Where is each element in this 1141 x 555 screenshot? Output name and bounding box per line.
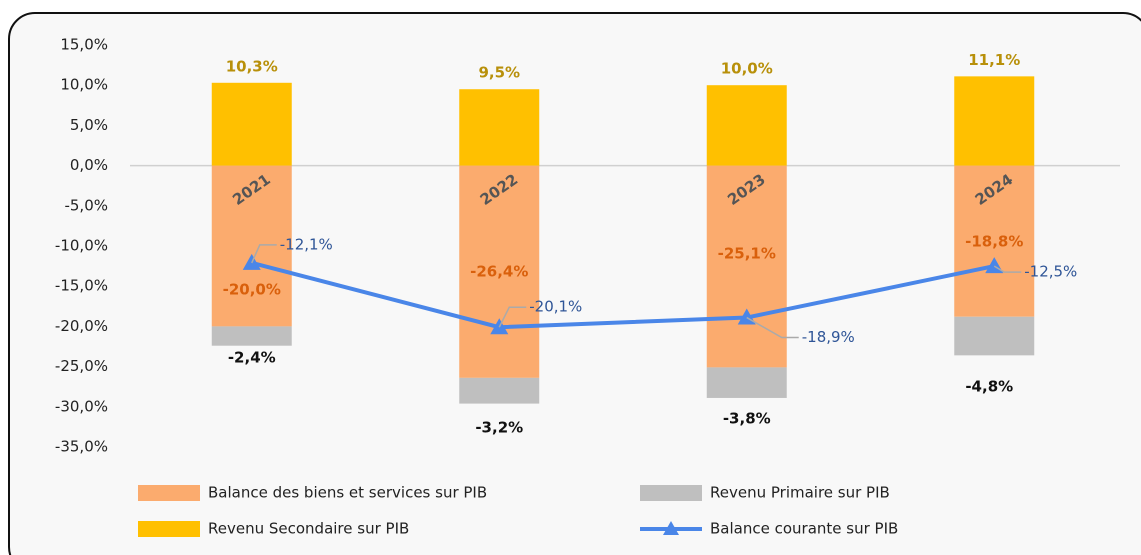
y-tick-label: -15,0% [55, 277, 108, 295]
y-tick-label: -30,0% [55, 397, 108, 415]
y-tick-label: -20,0% [55, 317, 108, 335]
legend-label: Revenu Primaire sur PIB [710, 484, 890, 502]
bar-label: -4,8% [965, 378, 1013, 396]
leader-line [251, 244, 277, 264]
bar [459, 377, 540, 404]
bar [954, 165, 1035, 317]
bar [459, 165, 540, 378]
bar [211, 82, 292, 166]
bar-label: 10,3% [226, 57, 278, 75]
legend-swatch [138, 521, 200, 537]
leader-line [498, 306, 527, 328]
bar-label: -3,2% [475, 419, 523, 437]
line-label: -12,1% [280, 235, 333, 253]
y-tick-label: -10,0% [55, 237, 108, 255]
bar-label: -26,4% [470, 263, 528, 281]
y-tick-label: 10,0% [60, 76, 108, 94]
bar-label: -18,8% [965, 233, 1023, 251]
legend-swatch [640, 485, 702, 501]
y-tick-label: 15,0% [60, 36, 108, 54]
bar-label: -3,8% [723, 410, 771, 428]
line-label: -12,5% [1024, 263, 1077, 281]
bar-label: 9,5% [478, 64, 520, 82]
y-tick-label: 5,0% [70, 116, 108, 134]
bar [706, 85, 787, 166]
y-tick-label: -5,0% [64, 196, 108, 214]
legend-swatch [663, 521, 679, 535]
bar-label: -25,1% [718, 245, 776, 263]
line-label: -20,1% [529, 298, 582, 316]
bar [706, 367, 787, 398]
bar [706, 165, 787, 368]
legend-label: Balance des biens et services sur PIB [208, 484, 487, 502]
bar [954, 76, 1035, 166]
bar-label: -2,4% [228, 349, 276, 367]
bar [459, 89, 540, 166]
bar [954, 316, 1035, 356]
y-tick-label: -25,0% [55, 357, 108, 375]
legend-swatch [138, 485, 200, 501]
chart-frame [8, 12, 1141, 555]
leader-line [993, 265, 1022, 273]
y-tick-label: -35,0% [55, 438, 108, 456]
y-tick-label: 0,0% [70, 156, 108, 174]
line-label: -18,9% [802, 328, 855, 346]
bar [211, 326, 292, 346]
line [251, 260, 995, 330]
legend-label: Revenu Secondaire sur PIB [208, 520, 409, 538]
leader-line [746, 316, 799, 339]
bar [211, 165, 292, 327]
bar-label: 10,0% [721, 60, 773, 78]
bar-label: -20,0% [223, 281, 281, 299]
legend-label: Balance courante sur PIB [710, 520, 898, 538]
bar-label: 11,1% [968, 51, 1020, 69]
